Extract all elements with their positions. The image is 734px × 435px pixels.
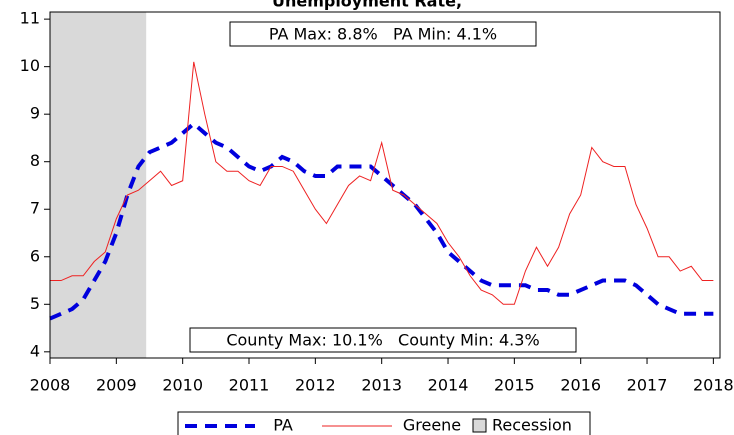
legend-label: PA (273, 416, 293, 435)
y-tick-label: 10 (20, 56, 40, 75)
y-tick-label: 9 (30, 104, 40, 123)
annotation-box (229, 21, 537, 47)
y-tick-label: 5 (30, 294, 40, 313)
x-tick-label: 2012 (295, 376, 336, 395)
legend-label: Recession (492, 416, 572, 435)
x-tick-label: 2014 (428, 376, 469, 395)
annotation: County Max: 10.1% County Min: 4.3% (226, 331, 539, 350)
legend-box (177, 411, 591, 435)
legend-label: Greene (403, 416, 461, 435)
x-tick-label: 2009 (96, 376, 137, 395)
y-tick-label: 7 (30, 199, 40, 218)
legend-swatch (472, 418, 487, 433)
x-tick-label: 2011 (229, 376, 270, 395)
x-tick-label: 2016 (560, 376, 601, 395)
series-line (50, 61, 714, 305)
annotation: PA Max: 8.8% PA Min: 4.1% (269, 25, 497, 44)
annotation-box (189, 327, 577, 353)
chart-title: Unemployment Rate, (272, 0, 462, 11)
x-tick-label: 2017 (627, 376, 668, 395)
series-line (49, 121, 714, 321)
x-tick-label: 2013 (361, 376, 402, 395)
x-tick-label: 2018 (693, 376, 734, 395)
x-tick-label: 2010 (162, 376, 203, 395)
y-tick-label: 6 (30, 246, 40, 265)
y-tick-label: 11 (20, 9, 40, 28)
x-tick-label: 2015 (494, 376, 535, 395)
x-tick-label: 2008 (30, 376, 71, 395)
plot-frame (49, 11, 721, 359)
y-tick-label: 8 (30, 151, 40, 170)
y-tick-label: 4 (30, 341, 40, 360)
